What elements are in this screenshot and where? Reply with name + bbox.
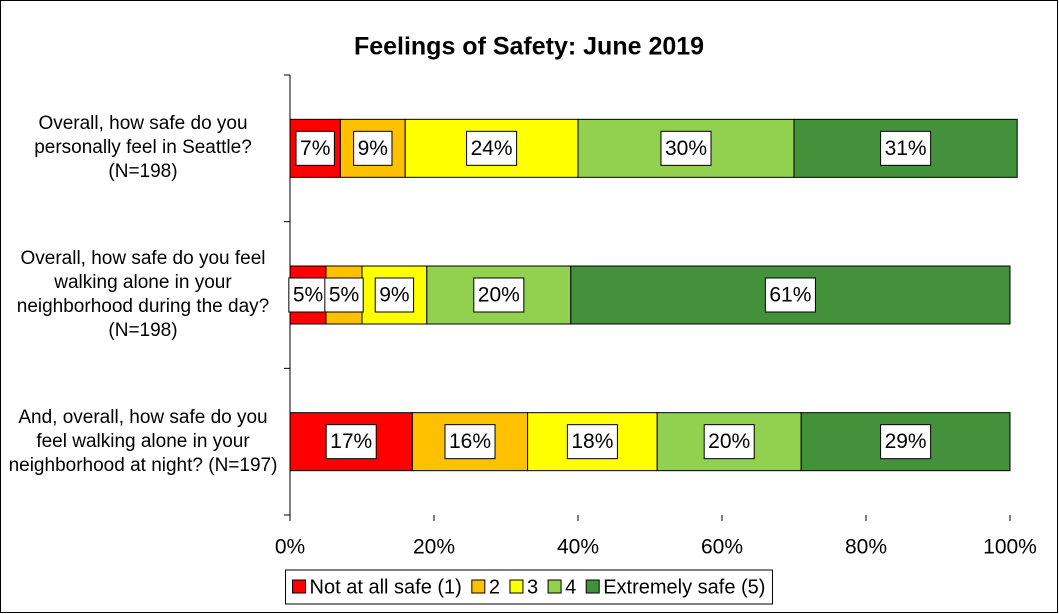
x-tick-label: 20% (413, 536, 455, 559)
legend-label: 2 (489, 576, 500, 598)
data-label-box (374, 277, 415, 313)
x-tick-label: 80% (845, 536, 887, 559)
data-label: 18% (571, 430, 613, 453)
data-label-box (325, 424, 377, 460)
data-label: 24% (471, 137, 513, 160)
legend-label: Not at all safe (1) (310, 576, 462, 598)
data-label: 5% (329, 284, 359, 307)
data-label-box (660, 130, 712, 166)
data-label-box (703, 424, 755, 460)
data-label: 30% (665, 137, 707, 160)
data-label: 5% (293, 284, 323, 307)
y-tick-label: Overall, how safe do you personally feel… (34, 113, 252, 183)
legend-label: 4 (565, 576, 576, 598)
data-label-box (324, 277, 364, 313)
chart-title: Feelings of Safety: June 2019 (354, 33, 704, 61)
data-label: 20% (478, 284, 520, 307)
data-label: 9% (379, 284, 409, 307)
data-label-box (566, 424, 618, 460)
legend-label: 3 (527, 576, 538, 598)
legend-label: Extremely safe (5) (603, 576, 765, 598)
data-label: 31% (885, 137, 927, 160)
y-tick-label: And, overall, how safe do you feel walki… (8, 406, 278, 476)
x-tick-label: 40% (557, 536, 599, 559)
category-label-box: Overall, how safe do you feel walking al… (16, 247, 270, 341)
bar-segment (800, 412, 1011, 472)
data-label-box (880, 130, 932, 166)
data-label: 61% (769, 284, 811, 307)
legend-frame (285, 569, 773, 605)
data-label: 20% (708, 430, 750, 453)
y-tick-label: Overall, how safe do you feel walking al… (16, 247, 270, 341)
data-label-box (288, 277, 328, 313)
x-tick-label: 60% (701, 536, 743, 559)
category-label-box: Overall, how safe do you personally feel… (34, 113, 252, 183)
data-label: 9% (358, 137, 388, 160)
legend: Not at all safe (1) 2 3 4 Extremely safe (5) (285, 569, 773, 605)
data-label: 16% (449, 430, 491, 453)
legend-swatch (471, 579, 486, 594)
bar-segment (793, 118, 1018, 178)
category-label-box: And, overall, how safe do you feel walki… (8, 406, 278, 476)
legend-swatch (547, 579, 562, 594)
x-tick-label: 100% (983, 536, 1037, 559)
data-label-box (764, 277, 816, 313)
data-label: 29% (885, 430, 927, 453)
data-label-box (466, 130, 518, 166)
legend-swatch (509, 579, 524, 594)
data-label: 17% (330, 430, 372, 453)
data-label-box (880, 424, 932, 460)
x-tick-label: 0% (275, 536, 305, 559)
data-label-box (295, 130, 335, 166)
bar-segment (411, 412, 529, 472)
data-label-box (473, 277, 525, 313)
data-label-box (353, 130, 393, 166)
legend-swatch (292, 579, 307, 594)
data-label-box (444, 424, 496, 460)
legend-swatch (585, 579, 600, 594)
data-label: 7% (300, 137, 330, 160)
